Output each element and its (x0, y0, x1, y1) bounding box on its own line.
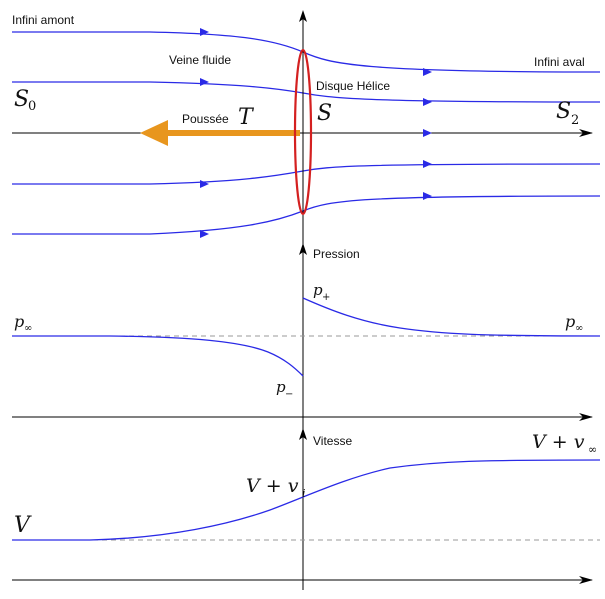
label-section-s0-sub: 0 (28, 99, 36, 114)
label-section-s: S (317, 101, 332, 126)
thrust-arrow (140, 120, 300, 146)
flow-arrow-icon (200, 28, 209, 36)
top-arrow-up-icon (299, 10, 307, 22)
pressure-curve-upstream (12, 335, 304, 377)
arrow-left-icon (140, 120, 168, 146)
velocity-axis-arrow-up-icon (299, 428, 307, 440)
label-p-minus: p (276, 378, 286, 396)
streamline-2 (12, 81, 601, 103)
streamline-3 (12, 163, 601, 185)
label-vitesse: Vitesse (313, 434, 352, 448)
propeller-disk (293, 48, 313, 216)
label-p-inf-left-sub: ∞ (24, 323, 32, 334)
label-thrust-symbol: T (238, 105, 255, 130)
flow-arrow-icon (200, 230, 209, 238)
velocity-plot: Vitesse V + v i V + v ∞ V (12, 428, 601, 584)
pressure-plot: Pression p + p − p ∞ p ∞ (12, 243, 601, 421)
label-v-plus-vi: V + v (246, 475, 299, 497)
label-section-s2: S (556, 99, 571, 124)
flow-arrow-icon (423, 160, 432, 168)
label-infini-aval: Infini aval (534, 55, 585, 69)
label-section-s2-sub: 2 (571, 113, 579, 128)
flow-arrow-icon (423, 192, 432, 200)
label-vinf-sub: ∞ (588, 443, 597, 456)
label-poussee: Poussée (182, 112, 229, 126)
streamline-4 (12, 195, 601, 235)
label-veine-fluide: Veine fluide (169, 53, 231, 67)
label-vi-sub: i (302, 487, 306, 500)
label-p-inf-right: p (565, 312, 575, 331)
label-disque-helice: Disque Hélice (316, 79, 390, 93)
axis-flow-arrow-icon (423, 129, 432, 137)
label-pression: Pression (313, 247, 360, 261)
label-section-s0: S (14, 87, 29, 112)
velocity-curve (12, 459, 601, 541)
flow-arrow-icon (200, 78, 209, 86)
pressure-curve-downstream (302, 297, 601, 337)
pressure-axis-arrow-up-icon (299, 243, 307, 255)
label-p-plus-sub: + (322, 292, 330, 303)
label-p-minus-sub: − (285, 389, 293, 400)
label-infini-amont: Infini amont (12, 13, 75, 27)
flow-arrow-icon (200, 180, 209, 188)
label-p-plus: p (313, 281, 323, 299)
flow-arrow-icon (423, 98, 432, 106)
label-v-left: V (14, 513, 32, 538)
streamlines (12, 28, 601, 238)
label-v-plus-vinf: V + v (532, 431, 585, 453)
label-p-inf-left: p (14, 312, 24, 331)
flow-arrow-icon (423, 68, 432, 76)
streamline-1 (12, 31, 601, 73)
label-p-inf-right-sub: ∞ (575, 323, 583, 334)
